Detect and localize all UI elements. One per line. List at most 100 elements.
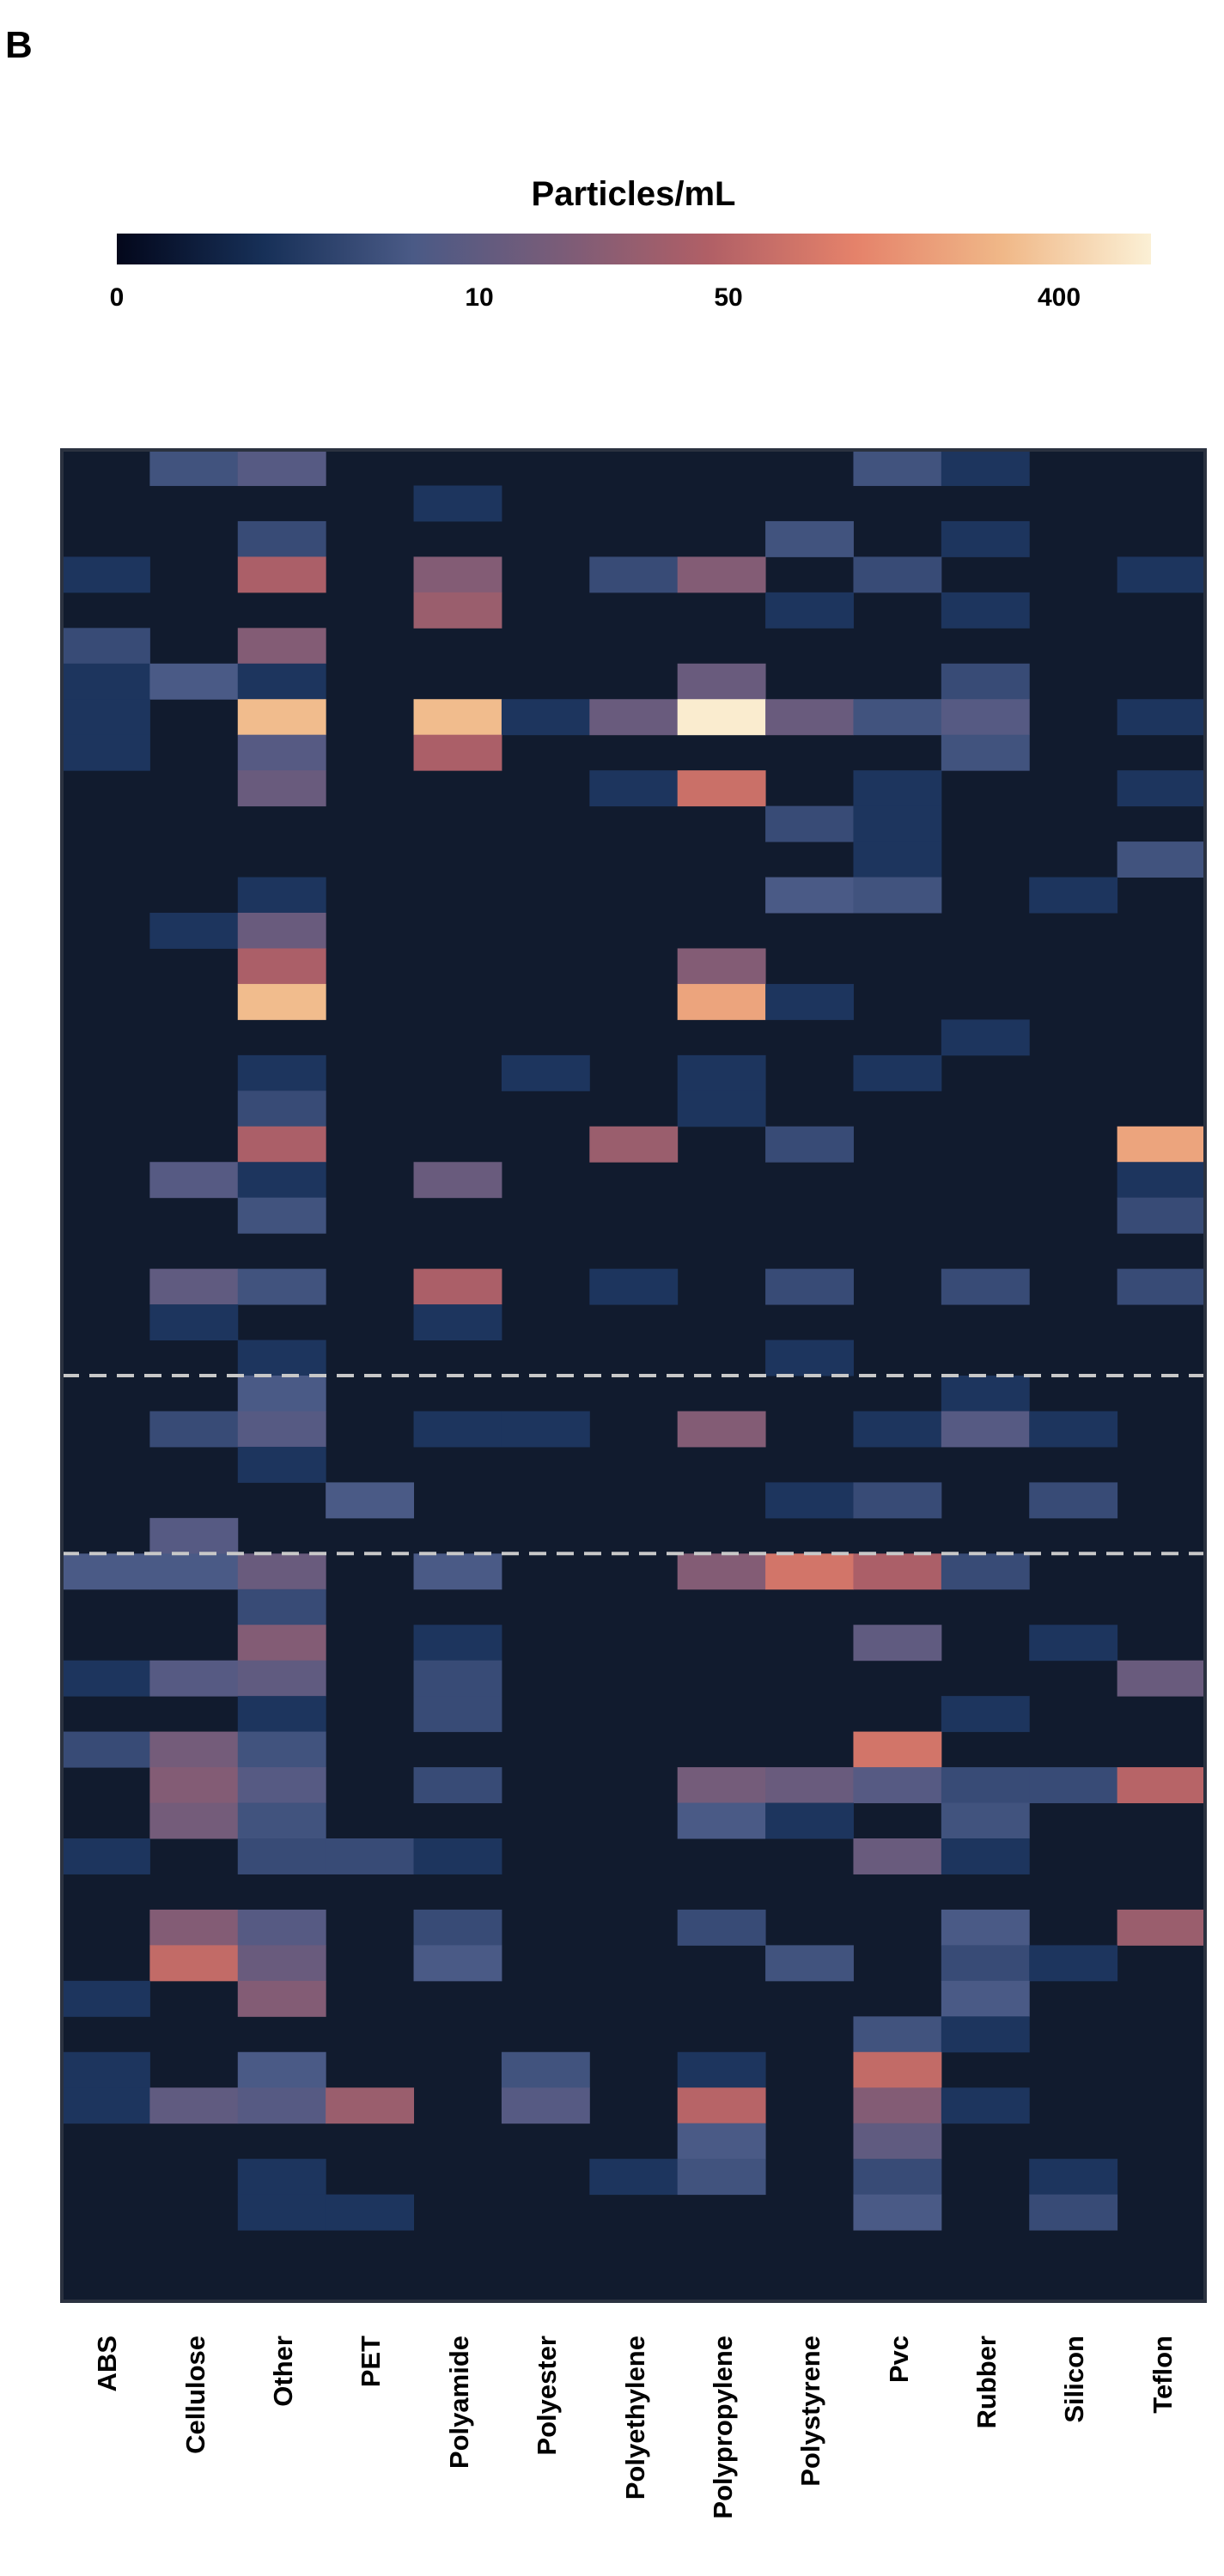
heatmap-cell: [237, 734, 326, 771]
heatmap-cell: [413, 1909, 502, 1946]
heatmap-cell: [853, 841, 942, 878]
heatmap-cell: [237, 1054, 326, 1091]
heatmap-cell: [677, 1553, 766, 1590]
heatmap-cell: [677, 699, 766, 736]
heatmap-cell: [62, 556, 150, 593]
colorbar-tick-label: 50: [714, 283, 743, 312]
heatmap-cell: [62, 1660, 150, 1697]
heatmap-cell: [941, 1019, 1030, 1056]
x-axis-tick-label: Pvc: [883, 2336, 914, 2384]
heatmap-cell: [413, 1268, 502, 1305]
heatmap-cell: [853, 1553, 942, 1590]
heatmap-cell: [677, 2087, 766, 2124]
heatmap-cell: [589, 556, 679, 593]
heatmap-cell: [1117, 1126, 1206, 1163]
heatmap-cell: [237, 1376, 326, 1412]
heatmap-cell: [413, 556, 502, 593]
heatmap-cell: [853, 2159, 942, 2196]
heatmap-cell: [149, 1304, 239, 1341]
heatmap-cell: [1029, 1945, 1118, 1982]
heatmap-cell: [149, 663, 239, 700]
heatmap-cell: [853, 1411, 942, 1448]
heatmap-cell: [149, 1731, 239, 1768]
heatmap-cell: [677, 1054, 766, 1091]
heatmap-cell: [941, 2087, 1030, 2124]
heatmap-cell: [62, 1553, 150, 1590]
heatmap-cell: [237, 1162, 326, 1199]
heatmap-cell: [941, 1696, 1030, 1733]
heatmap-cell: [237, 556, 326, 593]
heatmap-cell: [853, 2123, 942, 2160]
heatmap-cell: [237, 770, 326, 807]
heatmap-cell: [413, 1304, 502, 1341]
heatmap-cell: [1029, 1625, 1118, 1662]
heatmap-cell: [853, 556, 942, 593]
x-axis-tick-label: Polypropylene: [707, 2336, 738, 2519]
heatmap-cell: [62, 1838, 150, 1874]
heatmap-cell: [853, 1625, 942, 1662]
heatmap-cell: [941, 1980, 1030, 2017]
heatmap-cell: [149, 1411, 239, 1448]
heatmap-cell: [677, 1091, 766, 1127]
heatmap-cell: [941, 1376, 1030, 1412]
heatmap-cell: [62, 1731, 150, 1768]
heatmap-cell: [677, 1767, 766, 1804]
heatmap-cell: [765, 520, 854, 557]
heatmap-cell: [413, 1696, 502, 1733]
heatmap-cell: [589, 1268, 679, 1305]
colorbar-tick-label: 0: [109, 283, 125, 312]
heatmap-cell: [853, 770, 942, 807]
heatmap-cell: [62, 734, 150, 771]
heatmap-cell: [1117, 1197, 1206, 1234]
heatmap-cell: [237, 1696, 326, 1733]
heatmap-cell: [941, 699, 1030, 736]
heatmap-cell: [326, 2194, 415, 2231]
heatmap-cell: [237, 1126, 326, 1163]
heatmap-cell: [501, 2051, 590, 2088]
heatmap-cell: [237, 2051, 326, 2088]
heatmap-cell: [1029, 2159, 1118, 2196]
heatmap-cell: [413, 699, 502, 736]
heatmap-cell: [765, 1767, 854, 1804]
heatmap-cell: [149, 1767, 239, 1804]
heatmap-cell: [589, 1126, 679, 1163]
heatmap-cell: [413, 1411, 502, 1448]
x-axis-tick-label: Polyamide: [443, 2336, 474, 2470]
heatmap-cell: [237, 913, 326, 949]
heatmap-cell: [765, 1553, 854, 1590]
heatmap-cell: [677, 556, 766, 593]
heatmap-cell: [589, 699, 679, 736]
heatmap-cell: [941, 734, 1030, 771]
heatmap-cell: [765, 592, 854, 629]
heatmap-cell: [237, 1589, 326, 1625]
x-axis-tick-label: Rubber: [971, 2336, 1002, 2429]
heatmap-cell: [237, 1091, 326, 1127]
heatmap-cell: [1029, 877, 1118, 914]
heatmap-cell: [413, 1767, 502, 1804]
heatmap-cell: [677, 1411, 766, 1448]
heatmap-cell: [413, 1660, 502, 1697]
heatmap-cell: [853, 805, 942, 842]
heatmap-cell: [237, 877, 326, 914]
heatmap-cell: [237, 1802, 326, 1839]
heatmap-cell: [149, 1802, 239, 1839]
heatmap-cell: [677, 2051, 766, 2088]
heatmap-cell: [765, 699, 854, 736]
x-axis-tick-label: ABS: [92, 2336, 123, 2392]
heatmap-cell: [765, 877, 854, 914]
heatmap-cell: [1117, 699, 1206, 736]
heatmap-cell: [765, 1482, 854, 1519]
heatmap-cell: [1029, 1411, 1118, 1448]
heatmap-cell: [237, 1838, 326, 1874]
heatmap-cell: [501, 699, 590, 736]
heatmap-cell: [149, 1660, 239, 1697]
heatmap-cell: [237, 2087, 326, 2124]
heatmap-cell: [853, 699, 942, 736]
heatmap-cell: [501, 1411, 590, 1448]
heatmap-cell: [941, 1945, 1030, 1982]
x-axis-tick-label: PET: [356, 2336, 387, 2388]
heatmap-cell: [853, 2087, 942, 2124]
heatmap-cell: [237, 450, 326, 486]
heatmap-cell: [941, 1838, 1030, 1874]
